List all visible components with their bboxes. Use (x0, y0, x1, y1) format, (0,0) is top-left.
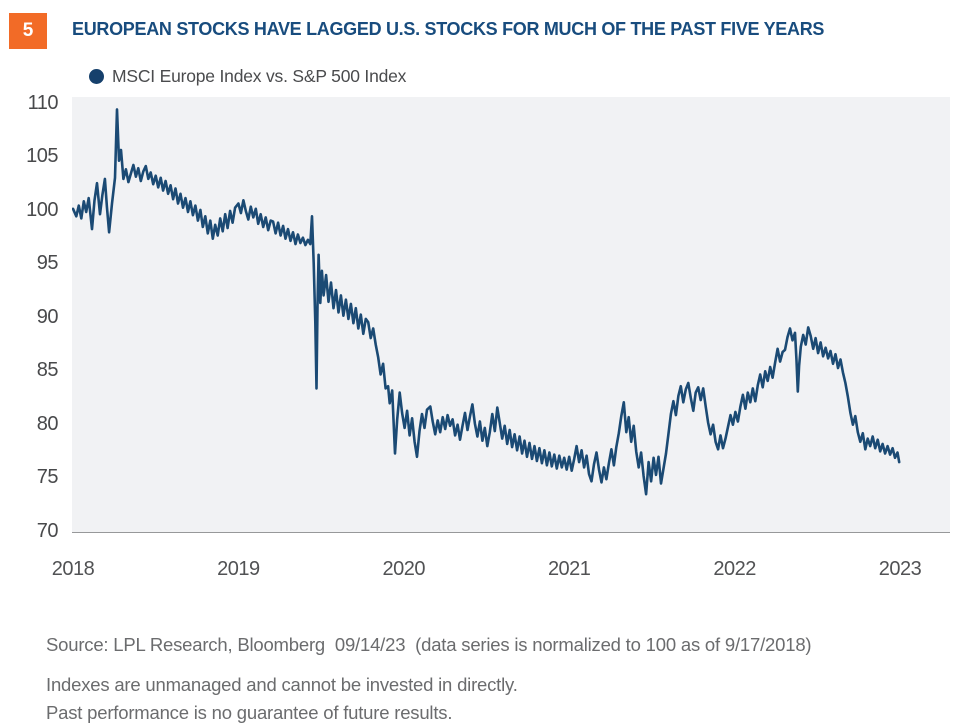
x-axis-tick-label: 2018 (51, 558, 95, 580)
x-axis-tick-label: 2023 (878, 558, 922, 580)
chart-title: EUROPEAN STOCKS HAVE LAGGED U.S. STOCKS … (72, 19, 825, 39)
line-chart (72, 108, 901, 496)
plot-area (72, 97, 950, 533)
y-axis-tick-label: 95 (36, 252, 59, 275)
x-axis-tick-label: 2022 (713, 558, 756, 580)
y-axis-tick-label: 80 (36, 412, 59, 435)
y-axis-tick-label: 100 (26, 198, 58, 221)
x-axis-tick-label: 2021 (547, 558, 591, 580)
x-axis-tick-label: 2019 (217, 558, 260, 580)
y-axis-tick-label: 90 (36, 305, 59, 328)
disclosure-note-1: Indexes are unmanaged and cannot be inve… (46, 674, 518, 695)
legend: MSCI Europe Index vs. S&P 500 Index (89, 66, 406, 87)
y-axis-tick-label: 70 (36, 519, 59, 542)
x-axis-tick-label: 2020 (382, 558, 426, 580)
y-axis-tick-label: 85 (36, 359, 59, 382)
disclosure-note-2: Past performance is no guarantee of futu… (46, 702, 453, 723)
y-axis-tick-label: 75 (36, 466, 59, 489)
figure-number-badge: 5 (9, 13, 47, 49)
series-marker-icon (89, 69, 104, 84)
series-line (72, 108, 901, 496)
y-axis-tick-label: 110 (27, 92, 59, 114)
source-note: Source: LPL Research, Bloomberg 09/14/23… (46, 634, 812, 655)
legend-label: MSCI Europe Index vs. S&P 500 Index (112, 66, 407, 86)
y-axis-tick-label: 105 (26, 145, 58, 168)
